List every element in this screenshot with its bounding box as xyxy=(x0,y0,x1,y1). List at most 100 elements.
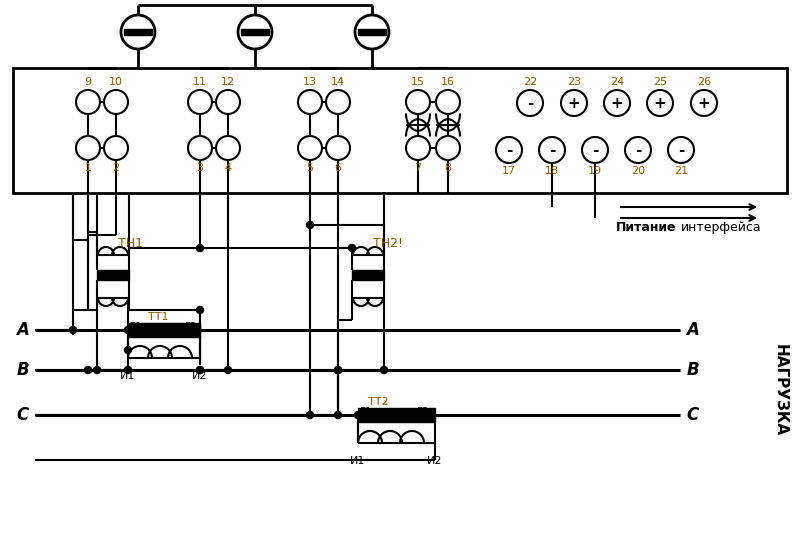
Text: 12: 12 xyxy=(221,77,235,87)
Text: 23: 23 xyxy=(567,77,581,87)
Circle shape xyxy=(216,136,240,160)
Circle shape xyxy=(539,137,565,163)
Text: Л1: Л1 xyxy=(128,322,142,332)
Bar xyxy=(358,408,435,422)
Text: -: - xyxy=(635,142,641,157)
Circle shape xyxy=(496,137,522,163)
Text: ТТ2: ТТ2 xyxy=(368,397,389,407)
Text: Л2: Л2 xyxy=(183,322,197,332)
Circle shape xyxy=(334,412,342,419)
Text: -: - xyxy=(678,142,684,157)
Text: -: - xyxy=(592,142,598,157)
Circle shape xyxy=(604,90,630,116)
Text: 4: 4 xyxy=(225,163,231,173)
Text: B: B xyxy=(17,361,30,379)
Circle shape xyxy=(104,90,128,114)
Text: И2: И2 xyxy=(427,456,442,466)
Text: A: A xyxy=(17,321,30,339)
Circle shape xyxy=(406,90,430,114)
Text: ТН2!: ТН2! xyxy=(373,237,403,249)
Circle shape xyxy=(125,326,131,333)
Circle shape xyxy=(334,367,342,374)
Circle shape xyxy=(94,367,101,374)
Text: 17: 17 xyxy=(502,166,516,176)
Bar xyxy=(241,29,270,35)
Circle shape xyxy=(354,412,362,419)
Circle shape xyxy=(188,136,212,160)
Text: -: - xyxy=(506,142,512,157)
Text: 1: 1 xyxy=(85,163,91,173)
Text: И1: И1 xyxy=(120,371,136,381)
Bar xyxy=(123,29,153,35)
Circle shape xyxy=(298,90,322,114)
Text: 2: 2 xyxy=(113,163,119,173)
Text: ТТ1: ТТ1 xyxy=(148,312,169,322)
Text: 24: 24 xyxy=(610,77,624,87)
Text: +: + xyxy=(654,96,666,110)
Text: 15: 15 xyxy=(411,77,425,87)
Circle shape xyxy=(125,346,131,353)
Circle shape xyxy=(436,90,460,114)
Text: Л2: Л2 xyxy=(415,407,429,417)
Text: НАГРУЗКА: НАГРУЗКА xyxy=(773,344,787,436)
Text: 13: 13 xyxy=(303,77,317,87)
Text: 25: 25 xyxy=(653,77,667,87)
Text: 20: 20 xyxy=(631,166,645,176)
Text: -: - xyxy=(527,96,533,110)
Text: интерфейса: интерфейса xyxy=(681,220,762,233)
Circle shape xyxy=(125,367,131,374)
Circle shape xyxy=(197,306,203,313)
Text: 7: 7 xyxy=(414,163,422,173)
Text: 11: 11 xyxy=(193,77,207,87)
Text: 26: 26 xyxy=(697,77,711,87)
Circle shape xyxy=(647,90,673,116)
Circle shape xyxy=(225,367,231,374)
Text: 18: 18 xyxy=(545,166,559,176)
Text: 5: 5 xyxy=(306,163,314,173)
Circle shape xyxy=(76,136,100,160)
Circle shape xyxy=(306,412,314,419)
Text: 6: 6 xyxy=(334,163,342,173)
Circle shape xyxy=(238,15,272,49)
Text: 8: 8 xyxy=(445,163,451,173)
Text: +: + xyxy=(568,96,580,110)
Circle shape xyxy=(436,136,460,160)
Circle shape xyxy=(104,136,128,160)
Circle shape xyxy=(326,136,350,160)
Circle shape xyxy=(306,222,314,229)
Circle shape xyxy=(298,136,322,160)
Text: +: + xyxy=(610,96,623,110)
Text: 10: 10 xyxy=(109,77,123,87)
Text: C: C xyxy=(17,406,29,424)
Circle shape xyxy=(326,90,350,114)
Text: И1: И1 xyxy=(350,456,366,466)
Circle shape xyxy=(70,326,77,333)
Text: 19: 19 xyxy=(588,166,602,176)
Text: A: A xyxy=(686,321,699,339)
Text: Питание: Питание xyxy=(616,220,677,233)
Circle shape xyxy=(197,367,203,374)
Text: -: - xyxy=(549,142,555,157)
Text: ТН1: ТН1 xyxy=(118,237,143,249)
Text: Л1: Л1 xyxy=(358,407,372,417)
Circle shape xyxy=(561,90,587,116)
Text: 21: 21 xyxy=(674,166,688,176)
Circle shape xyxy=(691,90,717,116)
Circle shape xyxy=(406,136,430,160)
Text: 3: 3 xyxy=(197,163,203,173)
Circle shape xyxy=(197,367,203,374)
Circle shape xyxy=(517,90,543,116)
Bar xyxy=(358,29,386,35)
Bar xyxy=(128,323,200,337)
Circle shape xyxy=(216,90,240,114)
Circle shape xyxy=(76,90,100,114)
Circle shape xyxy=(381,367,387,374)
Circle shape xyxy=(334,367,342,374)
Circle shape xyxy=(188,90,212,114)
Text: B: B xyxy=(686,361,699,379)
Text: C: C xyxy=(687,406,699,424)
Circle shape xyxy=(582,137,608,163)
Circle shape xyxy=(85,367,91,374)
Text: 14: 14 xyxy=(331,77,345,87)
Text: 9: 9 xyxy=(85,77,91,87)
